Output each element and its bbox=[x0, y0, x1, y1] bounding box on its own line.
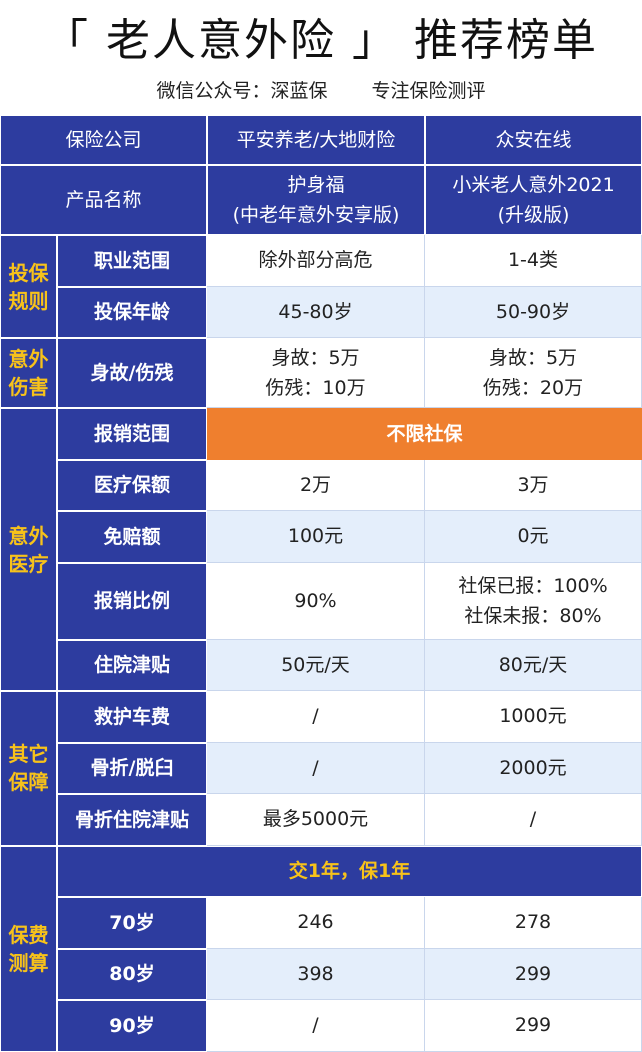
row-label: 骨折/脱臼 bbox=[57, 742, 207, 794]
group-label: 意外 医疗 bbox=[0, 408, 57, 691]
row-label: 90岁 bbox=[57, 1000, 207, 1052]
cell: 1000元 bbox=[425, 691, 642, 743]
cell: 除外部分高危 bbox=[207, 235, 425, 287]
header-cell: 众安在线 bbox=[425, 115, 642, 165]
cell: 身故：5万伤残：10万 bbox=[207, 338, 425, 408]
line: 保障 bbox=[8, 770, 49, 795]
row-label: 医疗保额 bbox=[57, 459, 207, 511]
header-cell: 护身福 (中老年意外安享版) bbox=[207, 165, 425, 235]
cell: 2000元 bbox=[425, 742, 642, 794]
cell: 45-80岁 bbox=[207, 286, 425, 338]
line: 小米老人意外2021 bbox=[452, 174, 615, 196]
cell: / bbox=[207, 691, 425, 743]
cell: / bbox=[207, 1000, 425, 1052]
cell: 278 bbox=[425, 897, 642, 949]
table: 保险公司 平安养老/大地财险 众安在线产品名称 护身福 (中老年意外安享版) 小米老人意外… bbox=[0, 115, 642, 1052]
cell: 299 bbox=[425, 1000, 642, 1052]
line: 意外 bbox=[8, 347, 49, 371]
group-label: 保费 测算 bbox=[0, 845, 57, 1052]
cell: 90% bbox=[207, 562, 425, 640]
row-label: 报销范围 bbox=[57, 408, 207, 460]
cell: 最多5000元 bbox=[207, 794, 425, 846]
row-label: 身故/伤残 bbox=[57, 338, 207, 408]
line: 伤残：20万 bbox=[482, 376, 584, 399]
row-label: 住院津贴 bbox=[57, 639, 207, 691]
line: 伤残：10万 bbox=[265, 376, 366, 399]
cell: 0元 bbox=[425, 511, 642, 563]
cell: 社保已报：100% 社保未报：80% bbox=[425, 562, 642, 640]
line: 测算 bbox=[8, 950, 49, 975]
header-label: 产品名称 bbox=[0, 165, 207, 235]
header-label: 保险公司 bbox=[0, 115, 207, 165]
group-label: 意外 伤害 bbox=[0, 338, 57, 408]
title: 「 老人意外险 」 推荐榜单 bbox=[44, 15, 598, 66]
account: 微信公众号：深蓝保 bbox=[156, 80, 328, 102]
cell: 50元/天 bbox=[207, 639, 425, 691]
line: 护身福 bbox=[287, 174, 345, 196]
subtitle: 微信公众号：深蓝保 专注保险测评 bbox=[0, 76, 642, 103]
line: 规则 bbox=[8, 288, 49, 313]
cell: 299 bbox=[425, 948, 642, 1000]
cell: 246 bbox=[207, 897, 425, 949]
slogan: 专注保险测评 bbox=[371, 80, 486, 102]
cell: / bbox=[425, 794, 642, 846]
merged-cell: 不限社保 bbox=[207, 408, 642, 460]
line: 投保 bbox=[8, 260, 49, 285]
cell: / bbox=[207, 742, 425, 794]
cell: 3万 bbox=[425, 459, 642, 511]
line: 社保已报：100% bbox=[458, 574, 608, 597]
cell: 50-90岁 bbox=[425, 286, 642, 338]
row-label: 骨折住院津贴 bbox=[57, 794, 207, 846]
cell: 身故：5万伤残：20万 bbox=[425, 338, 642, 408]
line: (中老年意外安享版) bbox=[232, 204, 400, 226]
group-label: 其它 保障 bbox=[0, 691, 57, 846]
line: 社保未报：80% bbox=[464, 604, 602, 627]
group-label: 投保 规则 bbox=[0, 235, 57, 338]
line: 医疗 bbox=[8, 551, 49, 576]
line: 保费 bbox=[8, 922, 49, 947]
line: 意外 bbox=[8, 523, 49, 548]
line: 身故：5万 bbox=[488, 346, 578, 369]
line: (升级版) bbox=[497, 204, 570, 226]
line: 其它 bbox=[8, 742, 49, 767]
line: 身故：5万 bbox=[271, 346, 360, 369]
row-label: 70岁 bbox=[57, 897, 207, 949]
header-cell: 平安养老/大地财险 bbox=[207, 115, 425, 165]
row-label: 免赔额 bbox=[57, 511, 207, 563]
cell: 1-4类 bbox=[425, 235, 642, 287]
cell: 100元 bbox=[207, 511, 425, 563]
banner: 交1年，保1年 bbox=[57, 845, 642, 897]
header-cell: 小米老人意外2021 (升级版) bbox=[425, 165, 642, 235]
cell: 2万 bbox=[207, 459, 425, 511]
line: 伤害 bbox=[8, 375, 49, 399]
row-label: 80岁 bbox=[57, 948, 207, 1000]
cell: 80元/天 bbox=[425, 639, 642, 691]
row-label: 报销比例 bbox=[57, 562, 207, 640]
row-label: 投保年龄 bbox=[57, 286, 207, 338]
row-label: 职业范围 bbox=[57, 235, 207, 287]
row-label: 救护车费 bbox=[57, 691, 207, 743]
cell: 398 bbox=[207, 948, 425, 1000]
